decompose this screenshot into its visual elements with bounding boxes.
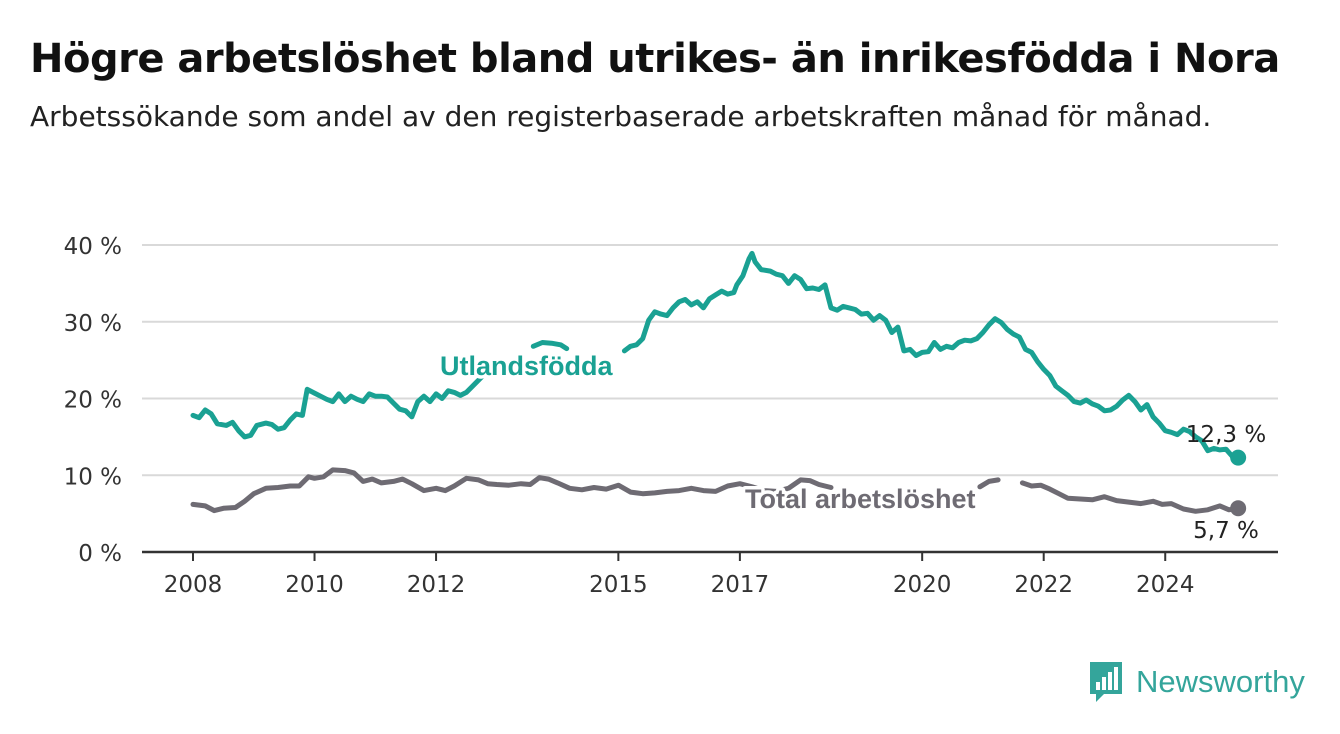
series-label-total-arbetsl-shet: Total arbetslöshet <box>745 484 976 514</box>
x-tick-label: 2012 <box>407 572 466 598</box>
x-tick-label: 2024 <box>1136 572 1195 598</box>
end-point-total-arbetsl-shet <box>1230 500 1247 517</box>
y-gridlines <box>142 244 1278 477</box>
y-tick-label: 20 % <box>64 388 122 414</box>
chart-title: Högre arbetslöshet bland utrikes- än inr… <box>30 36 1280 82</box>
x-tick-label: 2015 <box>589 572 648 598</box>
series-labels: Utlandsfödda Total arbetslöshet 12,3 % 5,7 … <box>437 348 1267 545</box>
series-label-utlandsf-dda: Utlandsfödda <box>440 351 613 381</box>
series-lines <box>190 250 1247 517</box>
y-tick-label: 0 % <box>78 541 122 567</box>
y-tick-label: 10 % <box>64 464 122 490</box>
x-tick-label: 2008 <box>164 572 223 598</box>
x-tick-label: 2022 <box>1014 572 1073 598</box>
y-tick-label: 30 % <box>64 311 122 337</box>
chart-subtitle: Arbetssökande som andel av den registerb… <box>30 100 1212 133</box>
newsworthy-logo: Newsworthy <box>1088 660 1305 704</box>
end-point-utlandsf-dda <box>1230 449 1247 466</box>
x-axis: 2008 2010 2012 2015 2017 2020 2022 2024 <box>142 550 1278 598</box>
series-line-total-arbetsl-shet <box>190 467 1241 514</box>
end-value-label-total-arbetsl-shet: 5,7 % <box>1193 518 1259 544</box>
brand-name: Newsworthy <box>1136 664 1305 699</box>
x-tick-label: 2020 <box>893 572 952 598</box>
y-tick-label: 40 % <box>64 234 122 260</box>
bar-chart-logo-icon <box>1090 662 1122 702</box>
x-tick-label: 2017 <box>711 572 770 598</box>
series-line-utlandsf-dda <box>190 250 1241 461</box>
x-tick-label: 2010 <box>285 572 344 598</box>
end-value-label-utlandsf-dda: 12,3 % <box>1186 422 1266 448</box>
y-axis-ticks: 0 % 10 % 20 % 30 % 40 % <box>64 234 122 567</box>
